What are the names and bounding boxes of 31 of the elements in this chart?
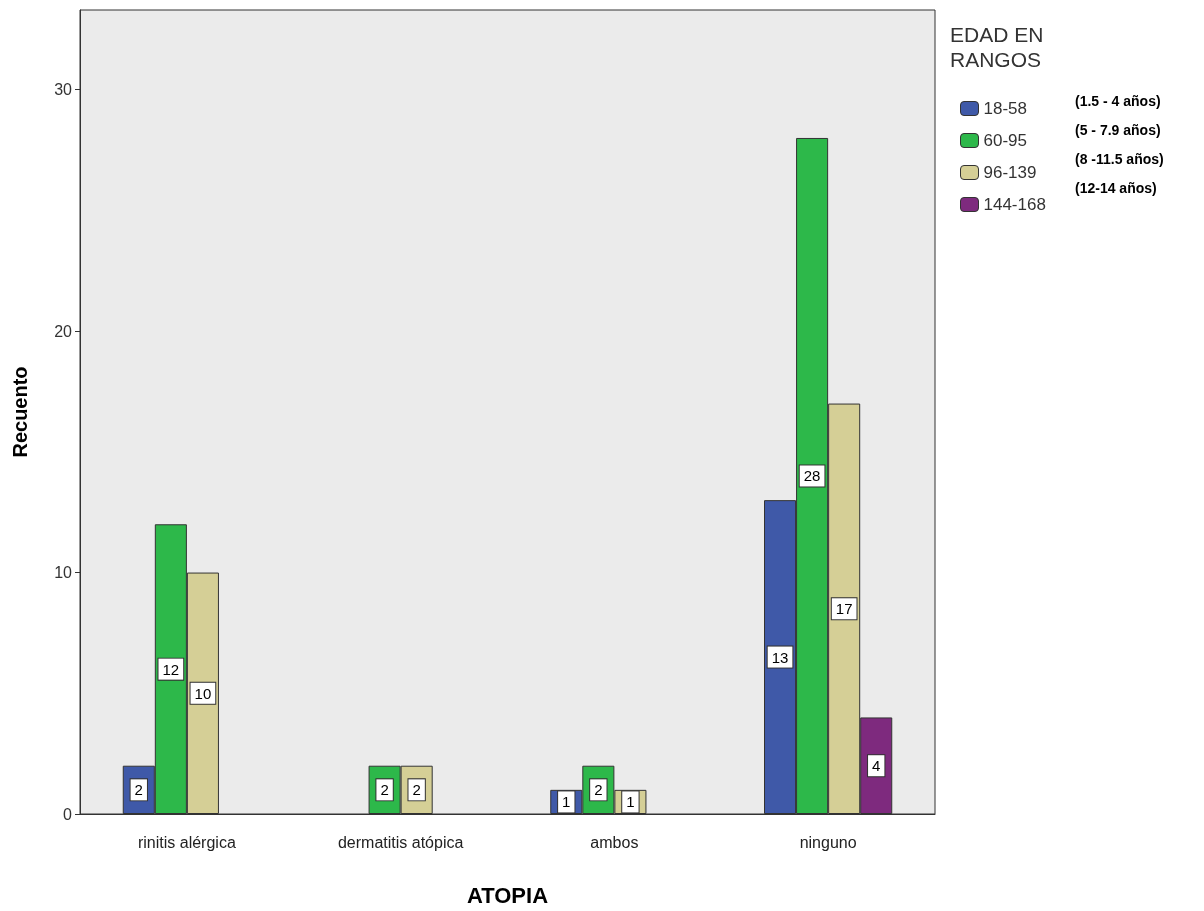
data-label: 1 xyxy=(626,793,635,811)
x-tick-label: ninguno xyxy=(799,833,857,851)
data-label: 10 xyxy=(194,684,212,702)
text: (5 - 7.9 años) xyxy=(1075,122,1161,138)
data-label: 1 xyxy=(562,793,571,811)
legend-title: EDAD EN RANGOS xyxy=(950,23,1044,71)
x-tick-label: rinitis alérgica xyxy=(137,833,236,851)
legend-label: 144-168 xyxy=(983,195,1046,214)
data-label: 2 xyxy=(134,781,143,799)
data-label: 2 xyxy=(412,781,421,799)
y-tick-label: 0 xyxy=(63,805,73,823)
data-label: 2 xyxy=(380,781,389,799)
y-tick-label: 10 xyxy=(54,564,73,582)
y-tick-label: 30 xyxy=(54,81,73,99)
text: (1.5 - 4 años) xyxy=(1075,93,1161,109)
legend-label: 96-139 xyxy=(983,163,1037,182)
data-label: 17 xyxy=(835,600,853,618)
x-tick-label: ambos xyxy=(590,833,639,851)
text: (12-14 años) xyxy=(1075,180,1157,196)
data-label: 13 xyxy=(771,648,789,666)
legend-label: 18-58 xyxy=(983,99,1027,118)
data-label: 12 xyxy=(162,660,180,678)
y-axis-title: Recuento xyxy=(9,366,31,458)
x-tick-label: dermatitis atópica xyxy=(337,833,464,851)
text: (8 -11.5 años) xyxy=(1075,151,1164,167)
legend-label: 60-95 xyxy=(983,131,1027,150)
data-label: 2 xyxy=(594,781,603,799)
data-label: 28 xyxy=(803,467,821,485)
data-label: 4 xyxy=(872,757,881,775)
y-tick-label: 20 xyxy=(54,322,73,340)
x-axis-title: ATOPIA xyxy=(466,882,549,908)
